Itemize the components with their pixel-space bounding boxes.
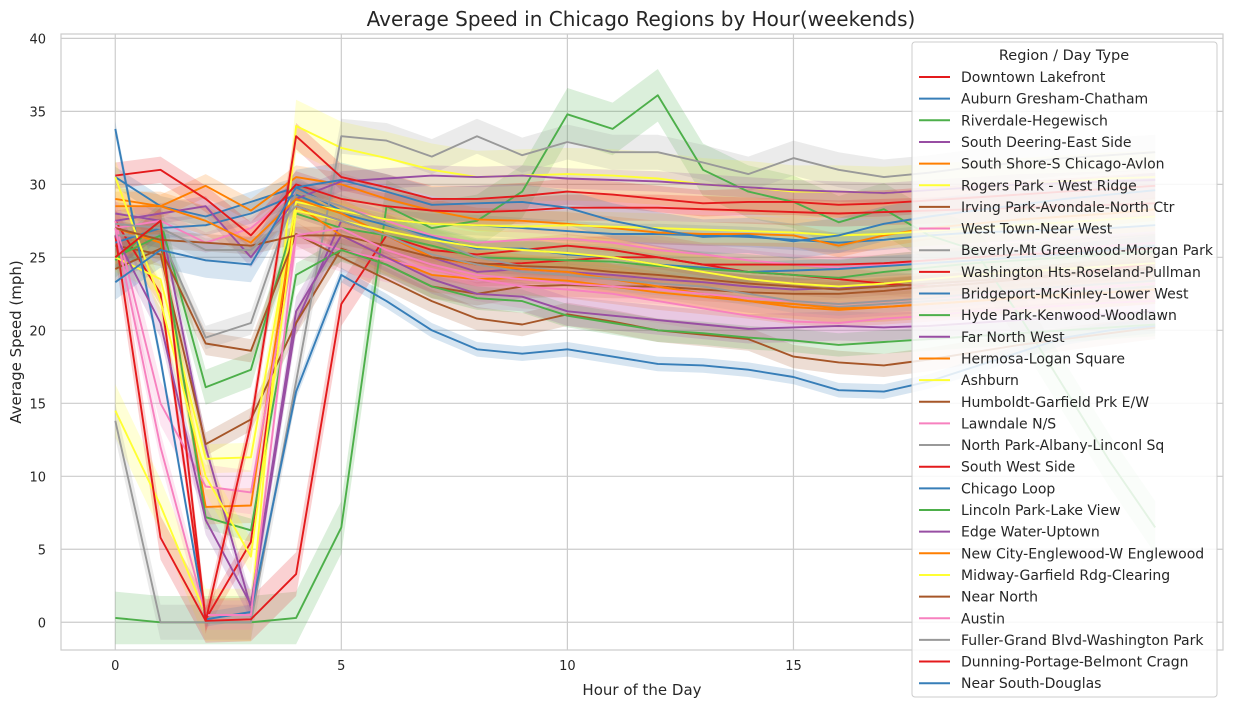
- confidence-band: [115, 156, 1156, 249]
- legend-label: Edge Water-Uptown: [961, 525, 1100, 541]
- legend-label: West Town-Near West: [961, 222, 1113, 238]
- confidence-band: [115, 166, 1156, 253]
- y-tick-label: 15: [29, 397, 46, 412]
- confidence-band: [115, 194, 1156, 631]
- legend-label: Ashburn: [961, 373, 1019, 389]
- x-tick-label: 0: [111, 659, 119, 674]
- legend-label: Bridgeport-McKinley-Lower West: [961, 287, 1189, 303]
- legend-label: South Deering-East Side: [961, 135, 1132, 151]
- legend-label: Lawndale N/S: [961, 416, 1056, 432]
- legend-items: Downtown Lakefront Auburn Gresham-Chatham…: [919, 70, 1214, 692]
- y-axis-label: Average Speed (mph): [7, 260, 25, 424]
- legend-label: Near South-Douglas: [961, 676, 1101, 692]
- legend: Region / Day Type Downtown Lakefront Aubu…: [911, 41, 1218, 698]
- y-tick-label: 5: [38, 543, 46, 558]
- legend-label: Near North: [961, 590, 1038, 606]
- legend-label: Hermosa-Logan Square: [961, 351, 1125, 367]
- legend-label: Dunning-Portage-Belmont Cragn: [961, 655, 1188, 671]
- legend-label: Fuller-Grand Blvd-Washington Park: [961, 633, 1204, 649]
- confidence-band: [115, 181, 1156, 278]
- legend-label: Lincoln Park-Lake View: [961, 503, 1121, 519]
- confidence-band: [115, 198, 1156, 515]
- confidence-band: [115, 187, 1156, 525]
- legend-label: Riverdale-Hegewisch: [961, 113, 1108, 129]
- y-tick-label: 30: [29, 178, 46, 193]
- confidence-band: [115, 165, 1156, 268]
- legend-box: [911, 41, 1218, 698]
- legend-label: Irving Park-Avondale-North Ctr: [961, 200, 1175, 216]
- tick-label-layer: 0 5 10 15 0 5 10 15 20 25 30 35 40: [29, 32, 801, 674]
- legend-label: Rogers Park - West Ridge: [961, 178, 1137, 194]
- confidence-band: [115, 184, 1156, 283]
- legend-label: Auburn Gresham-Chatham: [961, 92, 1148, 108]
- y-tick-label: 35: [29, 105, 46, 120]
- confidence-band: [115, 194, 1156, 316]
- confidence-band: [115, 69, 1156, 645]
- legend-label: Chicago Loop: [961, 481, 1055, 497]
- legend-label: South West Side: [961, 460, 1075, 476]
- legend-label: Washington Hts-Roseland-Pullman: [961, 265, 1201, 281]
- y-tick-label: 40: [29, 32, 46, 47]
- legend-label: Austin: [961, 611, 1005, 627]
- plot-area-frame: [60, 33, 1224, 651]
- y-tick-label: 25: [29, 251, 46, 266]
- y-tick-label: 0: [38, 616, 46, 631]
- legend-label: Hyde Park-Kenwood-Woodlawn: [961, 308, 1177, 324]
- legend-label: North Park-Albany-Linconl Sq: [961, 438, 1164, 454]
- confidence-band: [115, 220, 1156, 620]
- x-tick-label: 5: [337, 659, 345, 674]
- x-tick-label: 10: [559, 659, 576, 674]
- confidence-band: [115, 196, 1156, 405]
- legend-label: Humboldt-Garfield Prk E/W: [961, 395, 1149, 411]
- legend-label: Downtown Lakefront: [961, 70, 1106, 86]
- legend-label: Beverly-Mt Greenwood-Morgan Park: [961, 243, 1214, 259]
- y-tick-label: 20: [29, 324, 46, 339]
- y-tick-label: 10: [29, 470, 46, 485]
- legend-label: Far North West: [961, 330, 1065, 346]
- confidence-band: [115, 223, 1156, 543]
- legend-title: Region / Day Type: [999, 48, 1129, 64]
- legend-label: New City-Englewood-W Englewood: [961, 546, 1204, 562]
- confidence-band: [115, 219, 1156, 299]
- legend-label: South Shore-S Chicago-Avlon: [961, 157, 1165, 173]
- chart-title: Average Speed in Chicago Regions by Hour…: [367, 7, 916, 31]
- confidence-band: [115, 201, 1156, 620]
- x-axis-label: Hour of the Day: [582, 681, 701, 699]
- x-tick-label: 15: [785, 659, 802, 674]
- legend-label: Midway-Garfield Rdg-Clearing: [961, 568, 1170, 584]
